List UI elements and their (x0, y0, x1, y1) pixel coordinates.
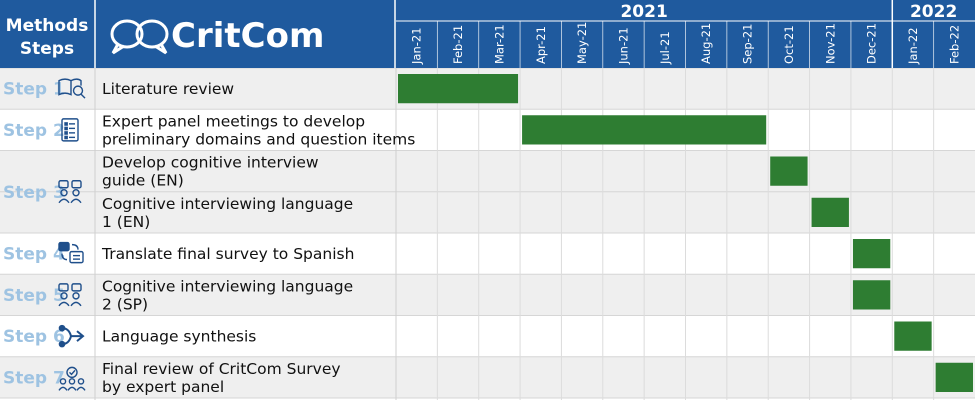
translate-icon (58, 241, 84, 264)
month-label: Jan-21 (410, 27, 424, 65)
month-labels: Jan-21 Feb-21 Mar-21 Apr-21 May-21 Jun-21 Jul-… (410, 21, 961, 68)
logo-icon (110, 19, 169, 55)
task-label-line: 2 (SP) (102, 295, 148, 313)
gantt-bar (935, 362, 973, 392)
task-label-line: Cognitive interviewing language (102, 277, 353, 295)
month-label: Jul-21 (658, 31, 672, 65)
row-band (0, 109, 975, 151)
step-label: Step 1 (3, 80, 65, 100)
task-label-line: guide (EN) (102, 172, 184, 190)
gantt-bars (398, 74, 973, 392)
task-label-line: by expert panel (102, 378, 224, 396)
gantt-bar (852, 239, 891, 269)
month-label: Aug-21 (699, 23, 713, 64)
step-label: Step 7 (3, 368, 65, 388)
task-label-line: preliminary domains and question items (102, 130, 415, 148)
interview-icon (58, 180, 82, 204)
step-label: Step 6 (3, 327, 65, 347)
task-label-line: Final review of CritCom Survey (102, 360, 341, 378)
month-label: Oct-21 (782, 25, 796, 64)
step-label: Step 5 (3, 286, 65, 306)
year-label: 2022 (910, 2, 957, 22)
step-label: Step 2 (3, 121, 65, 141)
step-labels: Step 1 Step 2 Step 3 Step 4 Step 5 Step 6 Step… (3, 78, 86, 391)
task-label: Language synthesis (102, 328, 256, 346)
steps-label: Steps (20, 39, 74, 59)
task-label-line: Language synthesis (102, 328, 256, 346)
task-label: Final review of CritCom Survey by expert … (102, 360, 341, 396)
year-label: 2021 (620, 2, 667, 22)
row-band (0, 233, 975, 275)
gantt-bar (852, 280, 891, 310)
step-label: Step 3 (3, 183, 65, 203)
task-label-line: Expert panel meetings to develop (102, 112, 365, 130)
team-icon (58, 366, 86, 391)
month-label: Feb-21 (451, 25, 465, 64)
row-band (0, 356, 975, 398)
interview-icon (58, 283, 82, 307)
task-label: Cognitive interviewing language 1 (EN) (102, 195, 353, 231)
task-label: Expert panel meetings to develop prelimin… (102, 112, 415, 148)
row-backgrounds (0, 68, 975, 398)
month-label: Nov-21 (823, 23, 837, 64)
month-label: Feb-22 (947, 25, 961, 64)
month-label: Dec-21 (865, 23, 879, 64)
task-labels: Literature review Expert panel meetings t… (101, 80, 415, 396)
gantt-bar (770, 156, 808, 186)
task-label-line: Literature review (102, 80, 234, 98)
month-label: Sep-21 (741, 24, 755, 64)
task-label-line: Develop cognitive interview (102, 154, 319, 172)
row-band (0, 315, 975, 357)
gantt-bar (894, 321, 932, 351)
task-label-line: Translate final survey to Spanish (101, 245, 354, 263)
month-label: Jun-21 (616, 27, 630, 65)
task-label: Translate final survey to Spanish (101, 245, 354, 263)
gantt-bar (811, 197, 849, 227)
task-label: Develop cognitive interview guide (EN) (102, 154, 319, 190)
header-band: Methods Steps CritCom 2021 2022 Jan-21 Feb… (0, 0, 975, 68)
task-label-line: 1 (EN) (102, 213, 150, 231)
checklist-icon (61, 118, 79, 142)
gantt-bar (522, 115, 767, 145)
logo-text: CritCom (171, 16, 324, 56)
task-label: Cognitive interviewing language 2 (SP) (102, 277, 353, 313)
gantt-bar (398, 74, 519, 104)
merge-icon (58, 324, 85, 348)
month-label: Apr-21 (534, 26, 548, 64)
task-label-line: Cognitive interviewing language (102, 195, 353, 213)
month-label: Jan-22 (906, 27, 920, 65)
methods-label: Methods (6, 16, 89, 36)
step-label: Step 4 (3, 245, 65, 265)
header-background (0, 0, 975, 68)
month-label: Mar-21 (492, 24, 506, 64)
month-label: May-21 (575, 22, 589, 64)
task-label: Literature review (102, 80, 234, 98)
row-band (0, 274, 975, 316)
book-search-icon (58, 78, 86, 99)
